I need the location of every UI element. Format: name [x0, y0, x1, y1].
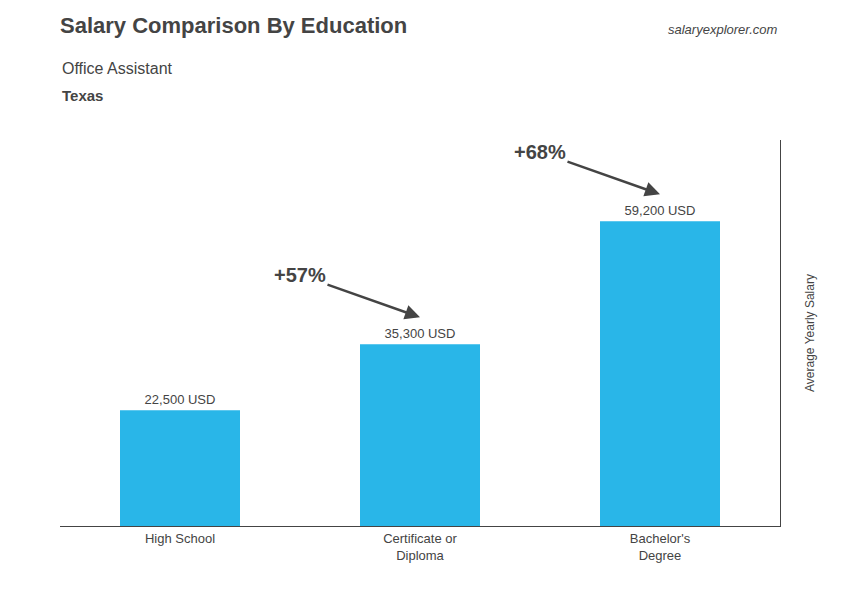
svg-text:salaryexplorer.com: salaryexplorer.com	[668, 22, 778, 37]
svg-text:Texas: Texas	[62, 87, 103, 104]
svg-text:Average Yearly Salary: Average Yearly Salary	[803, 274, 817, 392]
svg-text:22,500 USD: 22,500 USD	[145, 392, 216, 407]
svg-text:35,300 USD: 35,300 USD	[385, 326, 456, 341]
svg-text:+68%: +68%	[514, 141, 566, 163]
svg-text:Bachelor'sDegree: Bachelor'sDegree	[630, 531, 691, 563]
svg-text:Salary Comparison By Education: Salary Comparison By Education	[60, 13, 407, 38]
svg-text:High School: High School	[145, 531, 215, 546]
svg-text:59,200 USD: 59,200 USD	[625, 203, 696, 218]
svg-text:Certificate orDiploma: Certificate orDiploma	[383, 531, 457, 563]
svg-text:+57%: +57%	[274, 264, 326, 286]
svg-text:Office Assistant: Office Assistant	[62, 60, 173, 77]
